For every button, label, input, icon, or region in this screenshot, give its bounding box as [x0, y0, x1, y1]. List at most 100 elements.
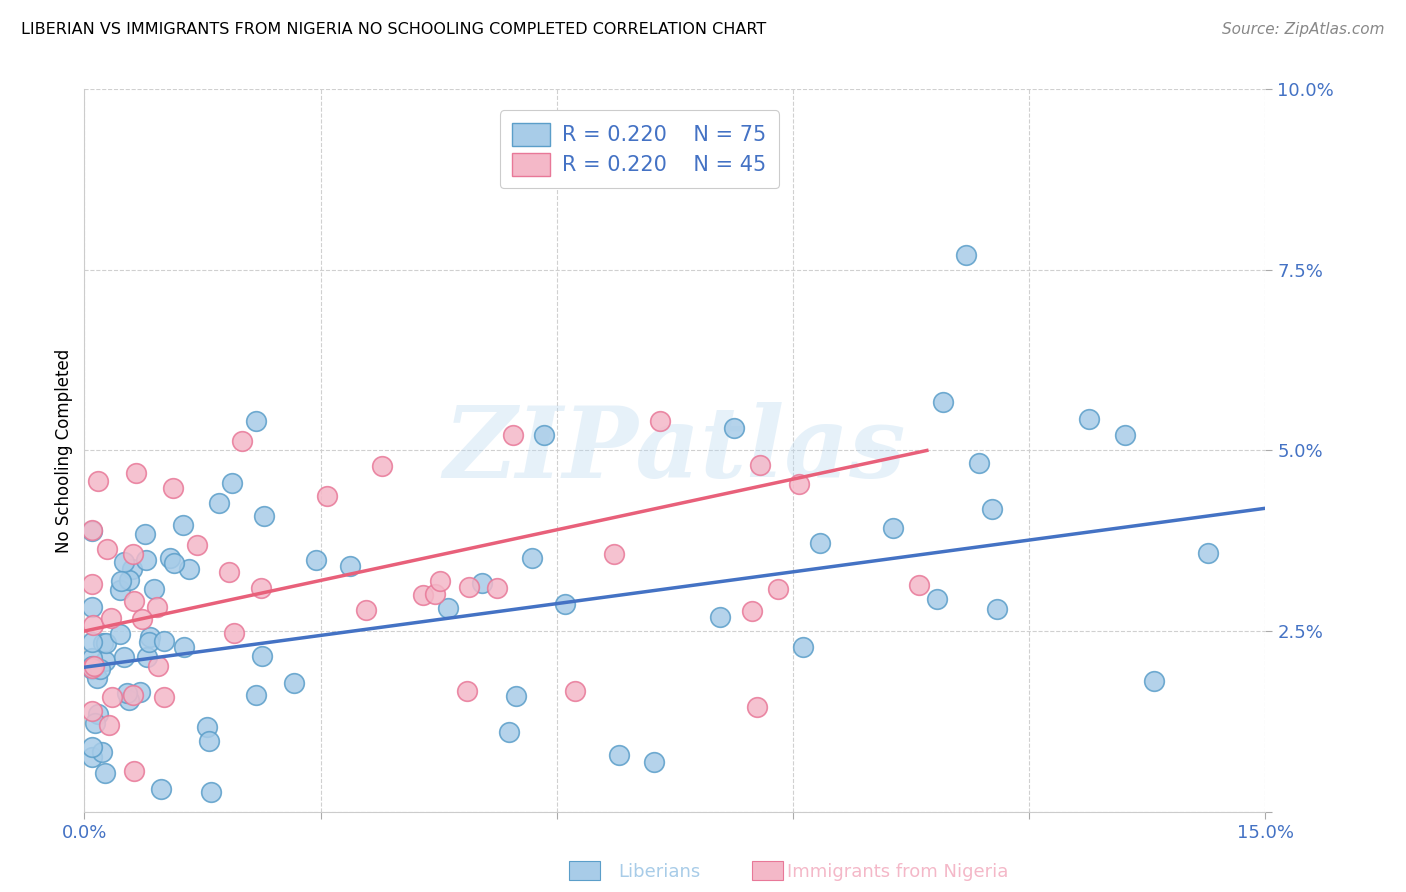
Point [82, 577, 104, 591]
Point [1077, 412, 1099, 426]
Point [787, 476, 810, 491]
Point [980, 502, 1002, 516]
Point [94, 636, 117, 650]
Point [122, 764, 145, 778]
Text: LIBERIAN VS IMMIGRANTS FROM NIGERIA NO SCHOOLING COMPLETED CORRELATION CHART: LIBERIAN VS IMMIGRANTS FROM NIGERIA NO S… [21, 22, 766, 37]
Point [135, 553, 157, 567]
Point [927, 592, 949, 607]
Point [603, 547, 626, 561]
Point [82, 524, 104, 539]
Point [305, 552, 328, 566]
Point [146, 600, 169, 615]
Point [221, 475, 243, 490]
Point [89, 662, 111, 676]
Point [110, 574, 132, 588]
Text: Liberians: Liberians [619, 863, 700, 881]
Point [218, 565, 240, 579]
Point [412, 588, 434, 602]
Point [564, 683, 586, 698]
Point [82, 661, 104, 675]
Point [108, 627, 131, 641]
Point [502, 428, 524, 442]
Point [250, 649, 273, 664]
Point [86, 672, 108, 686]
Point [82, 658, 104, 673]
Point [177, 562, 200, 576]
Point [643, 755, 665, 769]
Point [136, 649, 159, 664]
Point [423, 587, 446, 601]
Point [146, 659, 169, 673]
Point [115, 686, 138, 700]
Point [967, 457, 990, 471]
Point [172, 517, 194, 532]
Point [436, 601, 458, 615]
Point [356, 602, 378, 616]
Point [224, 626, 246, 640]
Point [245, 689, 267, 703]
Point [283, 675, 305, 690]
Point [749, 458, 772, 473]
Legend: R = 0.220    N = 75, R = 0.220    N = 45: R = 0.220 N = 75, R = 0.220 N = 45 [499, 111, 779, 188]
Point [554, 597, 576, 611]
Point [118, 693, 141, 707]
Point [87, 474, 110, 488]
Point [121, 547, 143, 561]
Point [82, 524, 104, 538]
Point [316, 489, 339, 503]
Point [522, 551, 544, 566]
Point [162, 481, 184, 495]
Point [195, 721, 218, 735]
Point [90, 745, 112, 759]
Point [82, 618, 104, 632]
Y-axis label: No Schooling Completed: No Schooling Completed [55, 349, 73, 552]
Point [709, 610, 731, 624]
Point [143, 582, 166, 596]
Point [1114, 428, 1136, 442]
Point [723, 420, 745, 434]
Point [163, 556, 186, 570]
Point [122, 688, 145, 702]
Point [94, 765, 117, 780]
Point [186, 538, 208, 552]
Point [429, 574, 451, 588]
Point [91, 636, 114, 650]
Point [486, 582, 509, 596]
Point [792, 640, 814, 655]
Point [83, 658, 105, 673]
Point [932, 394, 955, 409]
Point [1197, 546, 1219, 560]
Point [98, 718, 121, 732]
Point [128, 685, 150, 699]
Point [609, 748, 631, 763]
Point [101, 690, 124, 704]
Point [370, 458, 392, 473]
Point [121, 562, 143, 576]
Point [152, 690, 174, 704]
Point [125, 466, 148, 480]
Point [159, 550, 181, 565]
Point [100, 611, 122, 625]
Point [768, 582, 790, 596]
Point [82, 650, 104, 665]
Point [150, 782, 173, 797]
Point [87, 706, 110, 721]
Point [96, 542, 118, 557]
Point [82, 600, 104, 615]
Point [93, 654, 115, 668]
Point [82, 663, 104, 677]
Point [173, 640, 195, 654]
Point [153, 634, 176, 648]
Point [112, 555, 135, 569]
Point [231, 434, 253, 448]
Point [82, 635, 104, 649]
Point [82, 739, 104, 754]
Point [471, 575, 494, 590]
Point [197, 734, 219, 748]
Point [82, 749, 104, 764]
Point [650, 415, 672, 429]
Point [339, 559, 361, 574]
Point [456, 684, 478, 698]
Point [533, 428, 555, 442]
Text: Source: ZipAtlas.com: Source: ZipAtlas.com [1222, 22, 1385, 37]
